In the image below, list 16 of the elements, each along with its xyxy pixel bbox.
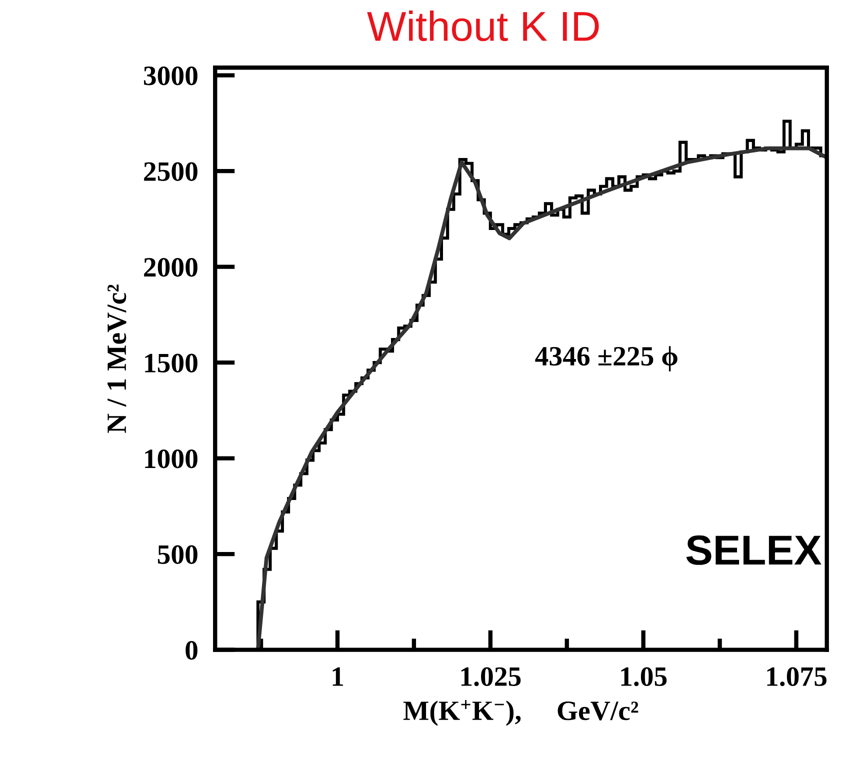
y-tick-label: 500	[158, 545, 198, 564]
y-tick-label: 3000	[144, 66, 198, 86]
y-tick-label: 0	[186, 640, 198, 660]
y-tick-label: 1500	[145, 354, 198, 372]
y-tick-label: 2500	[144, 162, 198, 181]
chart-title: Without K ID	[367, 10, 599, 42]
y-tick-label: 1000	[145, 449, 198, 468]
annotation: 4346 ±225 ϕ	[535, 346, 678, 372]
annotation: SELEX	[686, 535, 822, 565]
y-axis-title: N / 1 MeV/c²	[108, 284, 126, 433]
x-tick-label: 1.05	[621, 667, 667, 686]
y-tick-label: 2000	[144, 258, 198, 277]
x-axis-title: M(K$^{+}$K$^{−}$), GeV/c²	[403, 700, 638, 726]
x-tick-label: 1.075	[767, 667, 826, 686]
x-tick-label: 1.025	[461, 667, 521, 686]
x-tick-label: 1	[332, 667, 343, 686]
